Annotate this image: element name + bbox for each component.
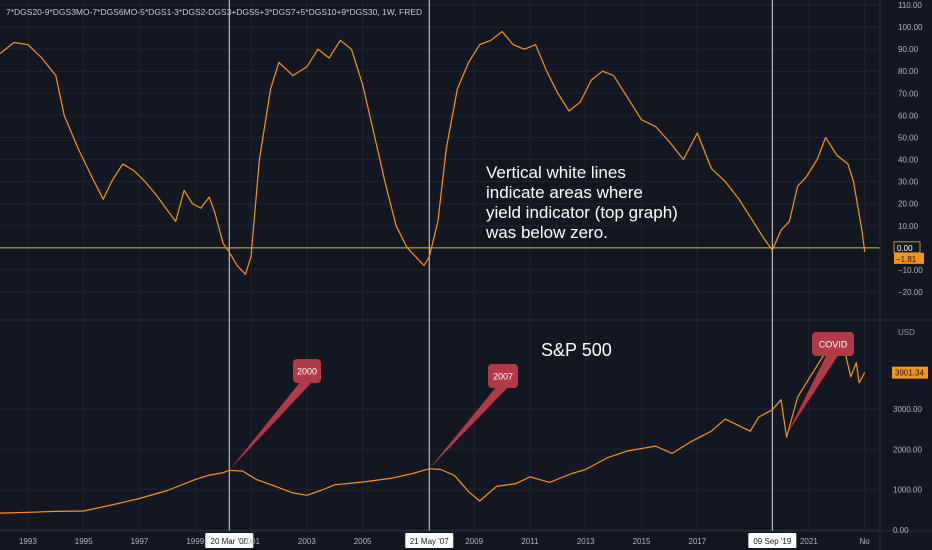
date-box-0 — [205, 533, 254, 548]
x-tick-label-1: 1995 — [75, 537, 93, 546]
x-tick-label-12: 2021 — [800, 537, 818, 546]
bottom-y-tick-label-2: 1000.00 — [893, 486, 922, 495]
callout-box-1 — [488, 364, 518, 388]
annotation-line-1: Vertical white lines — [486, 163, 626, 182]
top-y-tick-label-5: 60.00 — [898, 111, 919, 120]
indicator-title: 7*DGS20-9*DGS3MO-7*DGS6MO-5*DGS1-3*DGS2-… — [6, 7, 422, 17]
x-tick-label-5: 2003 — [298, 537, 316, 546]
sp500-label: S&P 500 — [541, 340, 612, 360]
last-value-label: −1.81 — [896, 255, 917, 264]
callout-label-1: 2007 — [493, 372, 513, 382]
bottom-y-tick-label-0: 3000.00 — [893, 405, 922, 414]
callout-pointer-1 — [429, 386, 509, 469]
callout-pointer-0 — [229, 381, 313, 471]
usd-label: USD — [898, 328, 915, 337]
date-box-label-2: 09 Sep '19 — [753, 537, 792, 546]
bottom-y-tick-label-1: 2000.00 — [893, 445, 922, 454]
top-y-tick-label-9: 20.00 — [898, 200, 919, 209]
bottom-y-tick-label-3: 0.00 — [893, 526, 909, 535]
x-tick-label-0: 1993 — [19, 537, 37, 546]
callout-box-2 — [812, 332, 854, 356]
x-tick-label-7: 2009 — [465, 537, 483, 546]
vertical-markers: 20 Mar '00 21 May '07 09 Sep '19 — [205, 0, 797, 548]
annotation-line-3: yield indicator (top graph) — [486, 203, 678, 222]
x-tick-label-2: 1997 — [131, 537, 149, 546]
date-box-2 — [748, 533, 797, 548]
callout-label-0: 2000 — [297, 367, 317, 377]
top-y-tick-label-3: 80.00 — [898, 67, 919, 76]
grid-lines — [0, 0, 932, 531]
annotation-line-2: indicate areas where — [486, 183, 643, 202]
x-tick-label-9: 2013 — [577, 537, 595, 546]
x-tick-label-10: 2015 — [633, 537, 651, 546]
top-y-tick-label-11: −10.00 — [898, 266, 923, 275]
annotation-line-4: was below zero. — [485, 223, 608, 242]
x-tick-label-3: 1999 — [186, 537, 204, 546]
date-box-label-0: 20 Mar '00 — [211, 537, 249, 546]
x-tick-label-11: 2017 — [688, 537, 706, 546]
sp500-pane: 3901.34 2000 2007 COVID — [0, 332, 928, 514]
yield-indicator-line — [0, 30, 866, 275]
top-y-tick-label-12: −20.00 — [898, 288, 923, 297]
x-tick-label-8: 2011 — [521, 537, 539, 546]
date-box-1 — [405, 533, 454, 548]
top-y-tick-label-1: 100.00 — [898, 23, 923, 32]
x-tick-label-13: No — [860, 537, 871, 546]
sp500-last-value-box — [892, 366, 928, 379]
sp500-last-value-label: 3901.34 — [895, 369, 924, 378]
top-y-tick-label-8: 30.00 — [898, 178, 919, 187]
yield-indicator-pane: 0.00 −1.81 — [0, 30, 924, 275]
callout-box-0 — [293, 359, 321, 383]
callout-label-2: COVID — [819, 340, 848, 350]
top-y-tick-label-6: 50.00 — [898, 133, 919, 142]
top-y-tick-label-0: 110.00 — [898, 1, 922, 10]
top-y-tick-label-7: 40.00 — [898, 156, 919, 165]
x-tick-label-4: 2001 — [242, 537, 260, 546]
callout-pointer-2 — [787, 354, 839, 433]
sp500-line — [0, 339, 866, 514]
annotation-text: Vertical white lines indicate areas wher… — [485, 163, 678, 242]
top-y-tick-label-4: 70.00 — [898, 89, 919, 98]
zero-value-label: 0.00 — [897, 244, 913, 253]
top-y-tick-label-10: 10.00 — [898, 222, 919, 231]
date-box-label-1: 21 May '07 — [410, 537, 449, 546]
x-tick-label-6: 2005 — [354, 537, 372, 546]
top-y-tick-label-2: 90.00 — [898, 45, 919, 54]
last-value-box — [894, 252, 924, 264]
